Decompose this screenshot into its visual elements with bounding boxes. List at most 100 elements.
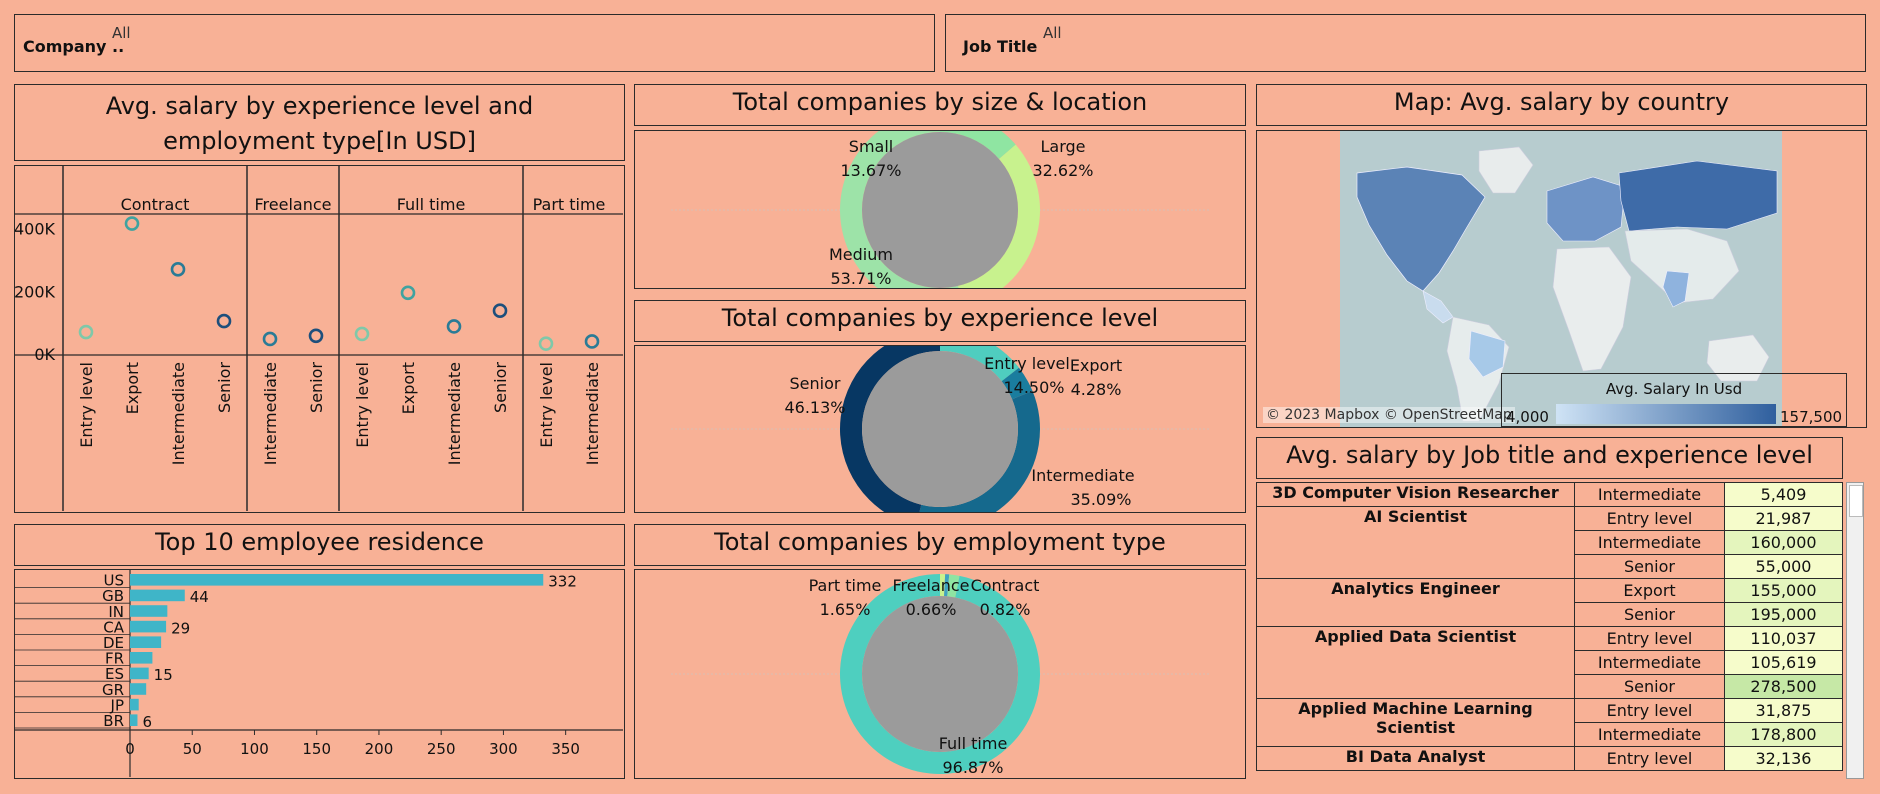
y-label-ca: CA (103, 618, 124, 636)
world-map[interactable] (1257, 131, 1865, 427)
salary-value-cell: 155,000 (1724, 578, 1843, 603)
export-label: Export 4.28% (1061, 354, 1131, 402)
job-table-scroll-thumb[interactable] (1849, 485, 1863, 517)
senior-label: Senior 46.13% (775, 372, 855, 420)
slice-large (958, 144, 1040, 288)
map-legend: Avg. Salary In Usd 4,000 157,500 (1501, 373, 1847, 427)
experience-level-cell: Intermediate (1574, 482, 1725, 507)
intermediate-label-name: Intermediate (1031, 466, 1135, 485)
map-attribution: © 2023 Mapbox © OpenStreetMap (1263, 407, 1515, 423)
slice-intermediate (919, 390, 1040, 512)
salary-value-cell: 178,800 (1724, 722, 1843, 747)
donut-hole (862, 351, 1018, 507)
salary-exp-title-text: Avg. salary by experience level and empl… (105, 92, 534, 155)
job-title-cell: Analytics Engineer (1256, 578, 1575, 627)
y-label-es: ES (105, 665, 124, 683)
residence-title: Top 10 employee residence (14, 524, 625, 566)
contract-label-pct: 0.82% (979, 600, 1031, 619)
job-title-cell: 3D Computer Vision Researcher (1256, 482, 1575, 507)
size-loc-panel: Small 13.67% Large 32.62% Medium 53.71% (634, 130, 1246, 289)
x-label-freelance-senior: Senior (307, 362, 326, 413)
experience-level-cell: Senior (1574, 602, 1725, 627)
point-full-time-intermediate (446, 319, 462, 334)
table-row[interactable]: Intermediate 178,800 (1257, 722, 1843, 747)
export-label-pct: 4.28% (1070, 380, 1122, 399)
salary-value-cell: 105,619 (1724, 650, 1843, 675)
full-time-label: Full time 96.87% (933, 732, 1013, 778)
experience-level-cell: Intermediate (1574, 722, 1725, 747)
freelance-label-pct: 0.66% (905, 600, 957, 619)
slice-senior (840, 346, 940, 512)
residence-panel: US 332 GB 44 IN CA 29 DE FR ES 15 GR JP BR 6 0 50 100 150 2… (14, 569, 625, 779)
emp-type-panel: Part time 1.65% Freelance 0.66% Contract 0.… (634, 569, 1246, 779)
map-legend-max: 157,500 (1780, 408, 1843, 426)
table-row[interactable]: Applied Data Scientist Entry level 110,037 (1256, 626, 1843, 699)
y-label-gb: GB (102, 587, 124, 605)
bar-in (130, 605, 168, 617)
table-row[interactable]: 3D Computer Vision Researcher Intermediat… (1256, 482, 1843, 507)
point-full-time-senior (492, 303, 508, 319)
x-label-contract-export: Export (123, 362, 142, 414)
size-loc-title-text: Total companies by size & location (732, 88, 1148, 116)
group-label-freelance: Freelance (255, 195, 332, 214)
point-freelance-senior (308, 328, 324, 344)
greenland-shape (1478, 146, 1534, 194)
table-row[interactable]: Analytics Engineer Export 155,000 (1256, 578, 1843, 627)
y-label-gr: GR (102, 681, 124, 699)
company-filter-value[interactable]: All (112, 24, 131, 42)
job-table-scrollbar[interactable] (1846, 482, 1864, 779)
x-label-contract-entry-level: Entry level (77, 362, 96, 448)
russia-shape (1618, 160, 1778, 232)
small-label-pct: 13.67% (840, 161, 902, 180)
job-title-cell: BI Data Analyst (1256, 746, 1575, 771)
job-title-filter[interactable]: Job Title All (945, 14, 1866, 72)
point-part-time-entry-level (538, 336, 554, 351)
x-tick-150: 150 (302, 740, 331, 758)
point-full-time-entry-level (354, 326, 370, 342)
point-full-time-export (400, 285, 416, 301)
bar-de (130, 636, 162, 648)
brazil-shape (1468, 330, 1506, 378)
india-shape (1662, 270, 1690, 308)
x-label-full-time-intermediate: Intermediate (445, 362, 464, 465)
job-title-cell: Applied Data Scientist (1256, 626, 1575, 699)
bar-ca (130, 620, 167, 633)
x-tick-250: 250 (427, 740, 456, 758)
salary-value-cell: 31,875 (1724, 698, 1843, 723)
freelance-label: Freelance 0.66% (891, 574, 971, 622)
job-title-filter-value[interactable]: All (1043, 24, 1062, 42)
salary-exp-title: Avg. salary by experience level and empl… (14, 84, 625, 161)
slice-part-time (947, 574, 960, 598)
experience-level-cell: Intermediate (1574, 530, 1725, 555)
job-table-panel[interactable]: 3D Computer Vision Researcher Intermediat… (1256, 482, 1843, 779)
salary-exp-scatter: Contract Freelance Full time Part time 400K 2… (15, 166, 623, 511)
table-row[interactable]: AI Scientist Entry level 21,987 (1256, 506, 1843, 579)
map-panel[interactable]: © 2023 Mapbox © OpenStreetMap Avg. Salar… (1256, 130, 1867, 428)
part-time-label-pct: 1.65% (819, 600, 871, 619)
x-tick-300: 300 (489, 740, 518, 758)
x-tick-50: 50 (183, 740, 202, 758)
experience-level-cell: Export (1574, 578, 1725, 603)
exp-level-title-text: Total companies by experience level (721, 304, 1159, 332)
y-tick-0k: 0K (34, 345, 55, 364)
x-tick-100: 100 (240, 740, 269, 758)
small-label: Small 13.67% (831, 135, 911, 183)
full-time-label-pct: 96.87% (942, 758, 1004, 777)
size-loc-donut (671, 131, 1209, 288)
table-row[interactable]: BI Data Analyst Entry level 32,136 (1256, 746, 1843, 771)
large-label-pct: 32.62% (1032, 161, 1094, 180)
table-row[interactable]: Applied Machine Learning Scientist Entry … (1256, 698, 1843, 747)
x-tick-0: 0 (125, 740, 135, 758)
intermediate-label-pct: 35.09% (1070, 490, 1132, 509)
job-title-cell: Applied Machine Learning Scientist (1256, 698, 1575, 747)
table-row[interactable]: Senior 278,500 (1257, 674, 1843, 699)
y-label-br: BR (103, 712, 124, 730)
part-time-label-name: Part time (808, 576, 882, 595)
freelance-label-name: Freelance (892, 576, 970, 595)
contract-label: Contract 0.82% (965, 574, 1045, 622)
group-label-full-time: Full time (397, 195, 466, 214)
company-filter[interactable]: Company .. All (14, 14, 935, 72)
x-label-contract-intermediate: Intermediate (169, 362, 188, 465)
africa-shape (1552, 246, 1632, 372)
table-row[interactable]: Intermediate 160,000 (1257, 530, 1843, 555)
